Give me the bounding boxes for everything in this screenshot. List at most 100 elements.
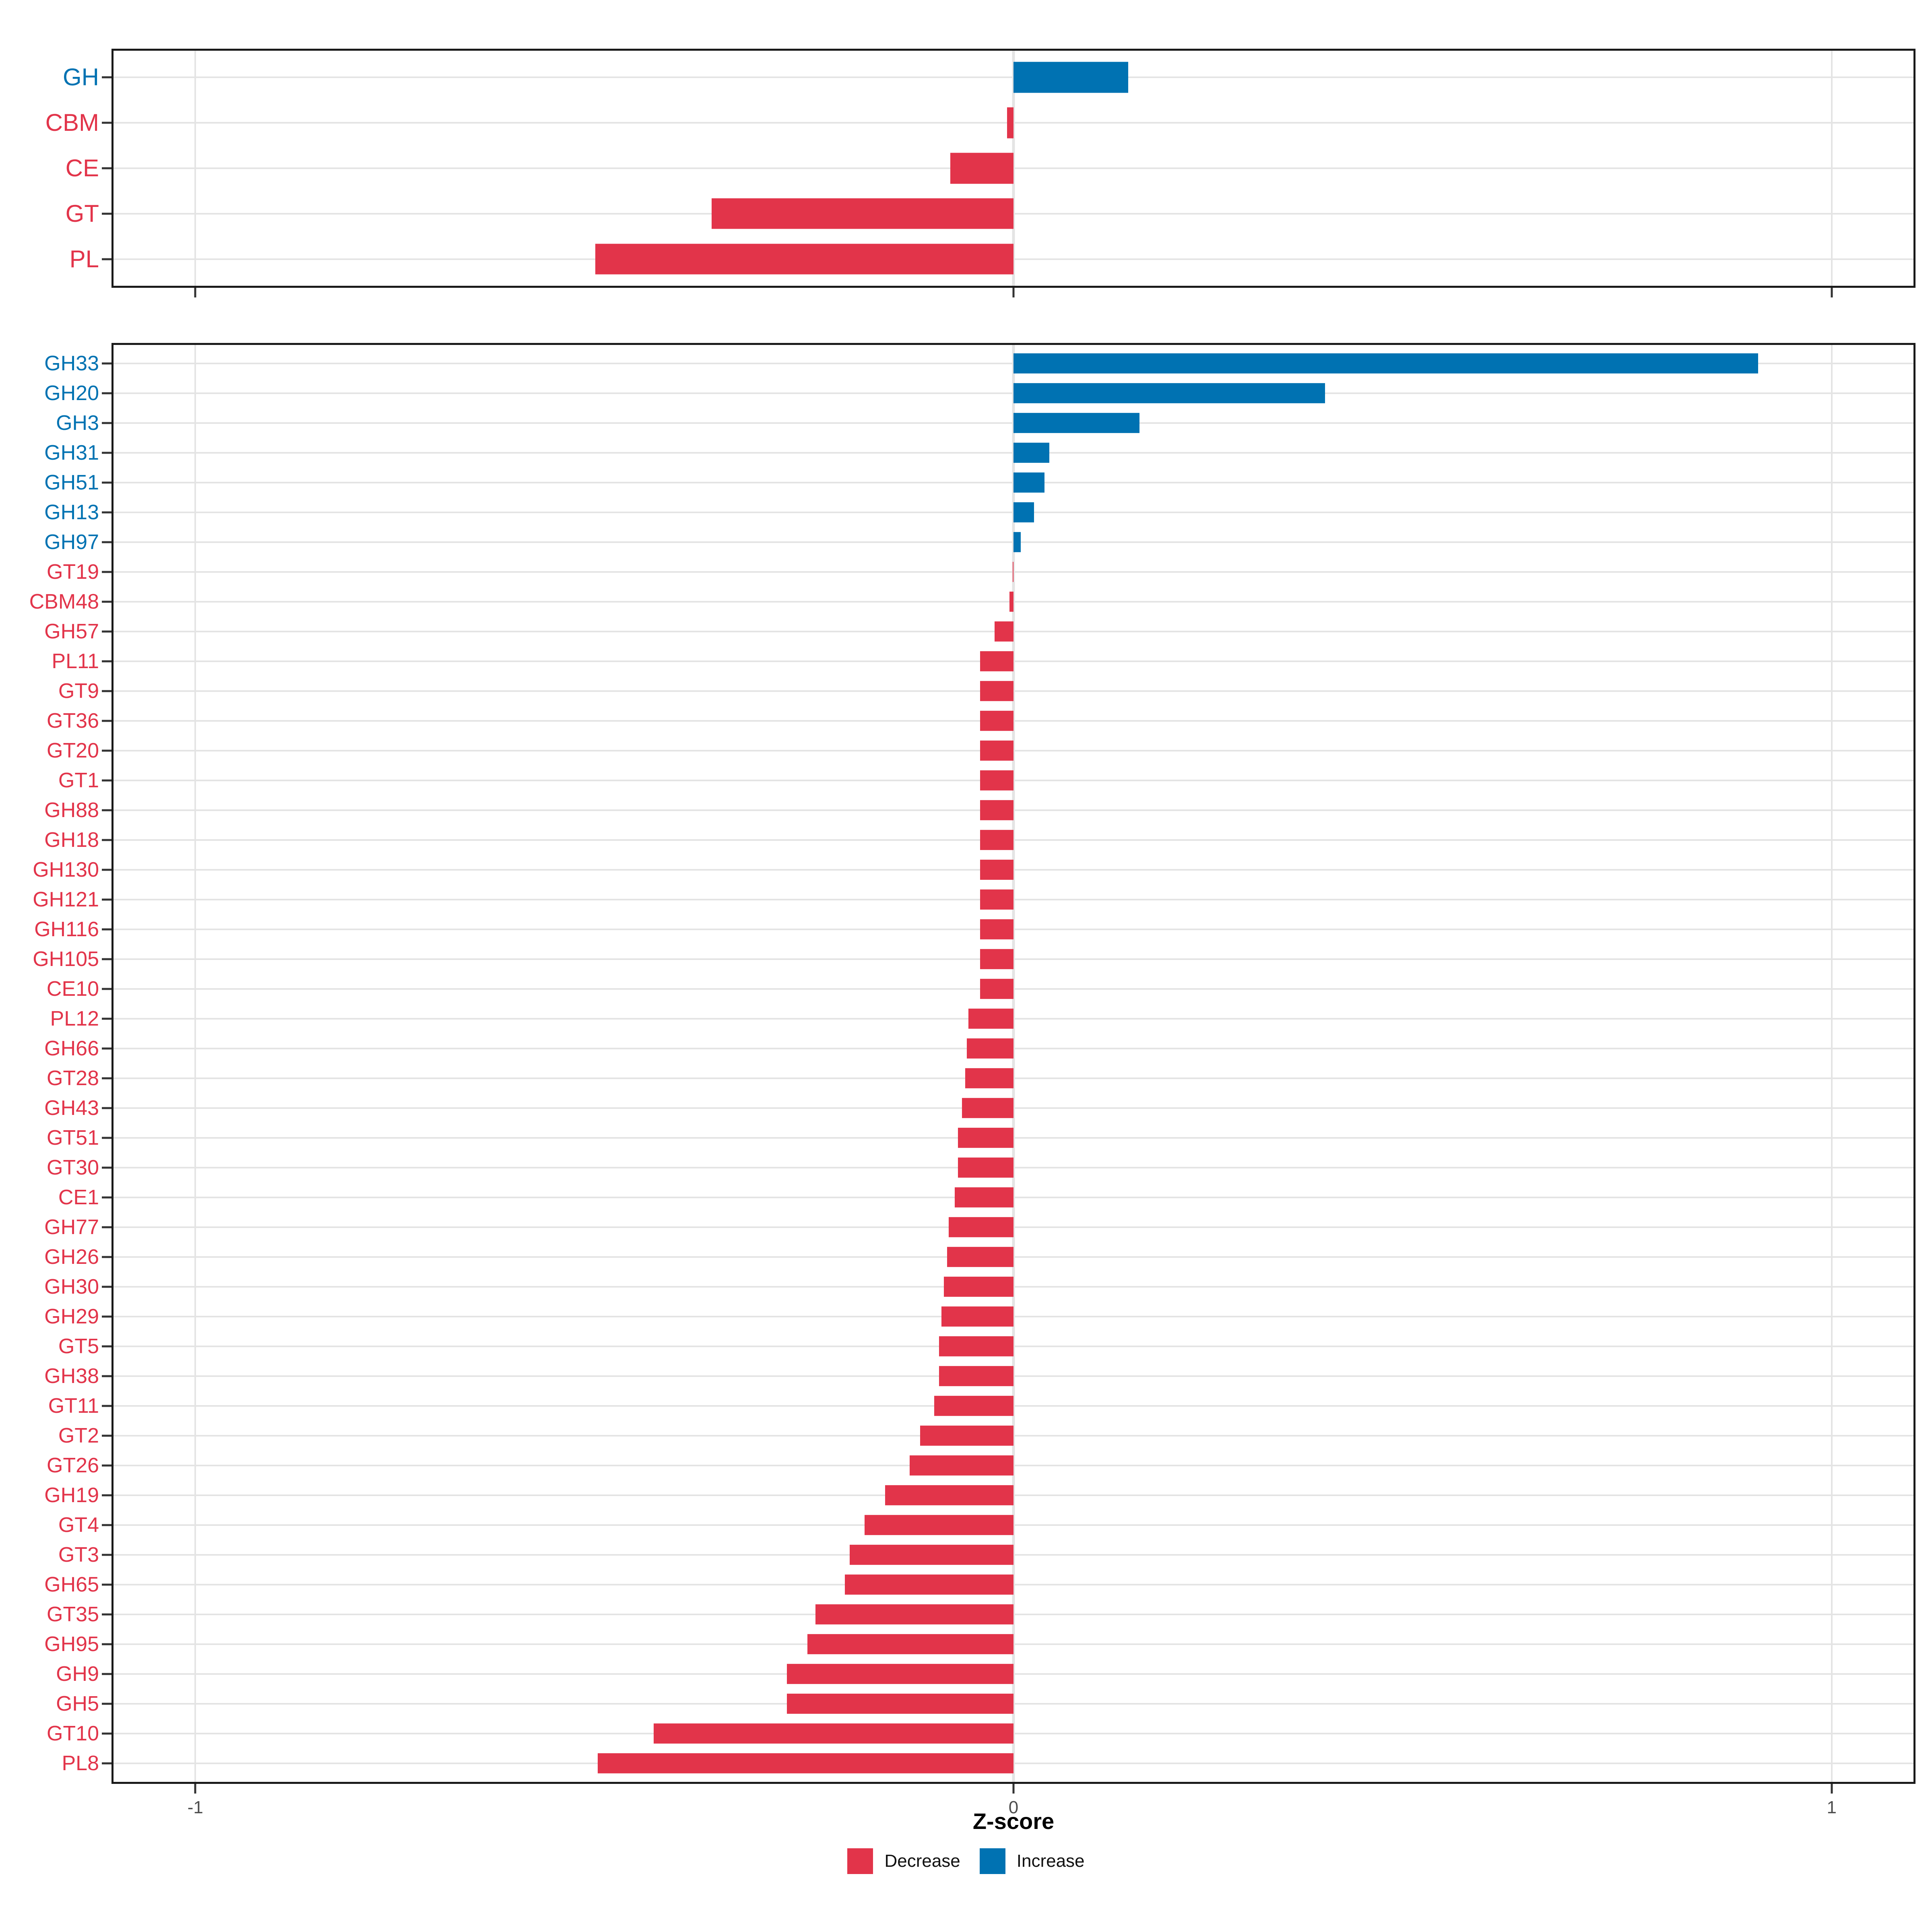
horizontal-gridline bbox=[114, 1703, 1913, 1705]
category-label-GH38: GH38 bbox=[44, 1364, 99, 1388]
category-label-GT1: GT1 bbox=[58, 769, 99, 792]
horizontal-gridline bbox=[114, 1077, 1913, 1079]
family-panel: -1 0 1 GH33 GH20 GH3 GH31 GH51 GH13 GH97 GT19 CB… bbox=[29, 343, 1915, 1816]
horizontal-gridline bbox=[114, 571, 1913, 573]
y-axis-tick bbox=[102, 1762, 111, 1765]
bar-row-PL8: PL8 bbox=[62, 1748, 1913, 1778]
bar-GH33 bbox=[1013, 353, 1758, 374]
bar-row-CE10: CE10 bbox=[47, 974, 1913, 1004]
y-axis-tick bbox=[102, 541, 111, 543]
bar-row-GT35: GT35 bbox=[47, 1600, 1913, 1629]
bar-row-GT26: GT26 bbox=[47, 1451, 1913, 1480]
bar-GH43 bbox=[962, 1098, 1013, 1119]
y-axis-tick bbox=[102, 1405, 111, 1407]
y-axis-tick bbox=[102, 1673, 111, 1675]
bar-GH66 bbox=[967, 1038, 1013, 1059]
horizontal-gridline bbox=[114, 1673, 1913, 1675]
x-axis-tick bbox=[1012, 288, 1015, 297]
category-label-GH88: GH88 bbox=[44, 799, 99, 822]
x-axis-tick bbox=[1831, 288, 1833, 297]
category-label-GH31: GH31 bbox=[44, 441, 99, 464]
bar-CE bbox=[950, 153, 1013, 184]
bar-row-GH18: GH18 bbox=[44, 825, 1913, 855]
bar-GT bbox=[711, 198, 1013, 229]
category-label-GH29: GH29 bbox=[44, 1305, 99, 1328]
x-tick-label: 0 bbox=[1008, 1798, 1019, 1817]
bar-row-GH3: GH3 bbox=[56, 408, 1913, 438]
bar-row-GT5: GT5 bbox=[58, 1331, 1913, 1361]
bar-row-GH20: GH20 bbox=[44, 378, 1913, 408]
horizontal-gridline bbox=[114, 1375, 1913, 1377]
y-axis-tick bbox=[102, 1464, 111, 1467]
bar-GH3 bbox=[1013, 413, 1140, 433]
x-axis-tick bbox=[194, 288, 196, 297]
y-axis-tick bbox=[102, 720, 111, 722]
category-label-GH77: GH77 bbox=[44, 1216, 99, 1239]
bar-GT3 bbox=[850, 1544, 1013, 1565]
bar-row-GH33: GH33 bbox=[44, 349, 1913, 378]
bar-row-GH130: GH130 bbox=[33, 855, 1913, 885]
bar-GH65 bbox=[845, 1574, 1013, 1595]
bar-PL11 bbox=[980, 651, 1013, 672]
increase-swatch-icon bbox=[979, 1848, 1005, 1874]
bar-row-GT36: GT36 bbox=[47, 706, 1913, 736]
y-axis-tick bbox=[102, 1166, 111, 1169]
horizontal-gridline bbox=[114, 661, 1913, 662]
y-axis-tick bbox=[102, 601, 111, 603]
horizontal-gridline bbox=[114, 1316, 1913, 1317]
category-label-PL: PL bbox=[69, 245, 99, 272]
bar-rows: GH CBM CE GT PL bbox=[45, 51, 1913, 286]
bar-GH121 bbox=[980, 889, 1013, 910]
category-label-GH95: GH95 bbox=[44, 1633, 99, 1656]
bar-row-GH95: GH95 bbox=[44, 1629, 1913, 1659]
y-axis-tick bbox=[102, 1524, 111, 1526]
x-axis-tick bbox=[1831, 1784, 1833, 1794]
category-label-GT10: GT10 bbox=[46, 1722, 99, 1745]
horizontal-gridline bbox=[114, 1048, 1913, 1049]
category-label-GH18: GH18 bbox=[44, 828, 99, 852]
y-axis-tick bbox=[102, 1732, 111, 1735]
category-label-GT19: GT19 bbox=[46, 560, 99, 584]
horizontal-gridline bbox=[114, 1286, 1913, 1288]
bar-row-GT2: GT2 bbox=[58, 1421, 1913, 1451]
category-label-GH13: GH13 bbox=[44, 501, 99, 524]
bar-CE10 bbox=[980, 978, 1013, 999]
category-label-CBM48: CBM48 bbox=[29, 590, 99, 613]
bar-GH9 bbox=[786, 1664, 1013, 1684]
horizontal-gridline bbox=[114, 869, 1913, 871]
horizontal-gridline bbox=[114, 690, 1913, 692]
bar-GT28 bbox=[965, 1068, 1013, 1089]
horizontal-gridline bbox=[114, 1226, 1913, 1228]
horizontal-gridline bbox=[114, 899, 1913, 900]
bar-row-GT11: GT11 bbox=[48, 1391, 1913, 1421]
bar-GH13 bbox=[1013, 502, 1034, 523]
bar-GT4 bbox=[865, 1515, 1013, 1536]
bar-row-GH116: GH116 bbox=[34, 914, 1913, 944]
bar-GT11 bbox=[934, 1395, 1013, 1416]
horizontal-gridline bbox=[114, 1614, 1913, 1615]
y-axis-tick bbox=[102, 809, 111, 811]
x-axis-title: Z-score bbox=[972, 1808, 1055, 1834]
x-tick-label: 1 bbox=[1827, 1798, 1837, 1817]
bar-row-GT10: GT10 bbox=[47, 1719, 1913, 1748]
horizontal-gridline bbox=[114, 1465, 1913, 1466]
bar-row-PL: PL bbox=[70, 236, 1913, 282]
legend-label: Increase bbox=[1016, 1851, 1085, 1871]
horizontal-gridline bbox=[114, 1584, 1913, 1585]
horizontal-gridline bbox=[114, 1107, 1913, 1109]
category-label-GT30: GT30 bbox=[46, 1156, 99, 1179]
category-label-CBM: CBM bbox=[45, 109, 99, 136]
bar-CBM48 bbox=[1009, 591, 1013, 612]
y-axis-tick bbox=[102, 1375, 111, 1377]
y-axis-tick bbox=[102, 779, 111, 782]
y-axis-tick bbox=[102, 928, 111, 931]
y-axis-tick bbox=[102, 1018, 111, 1020]
y-axis-tick bbox=[102, 422, 111, 424]
bar-GH88 bbox=[980, 800, 1013, 821]
y-axis-tick bbox=[102, 1137, 111, 1139]
bar-GH57 bbox=[995, 621, 1013, 642]
y-axis-tick bbox=[102, 1107, 111, 1109]
category-label-GH: GH bbox=[63, 64, 99, 91]
bar-row-GH57: GH57 bbox=[44, 617, 1913, 646]
